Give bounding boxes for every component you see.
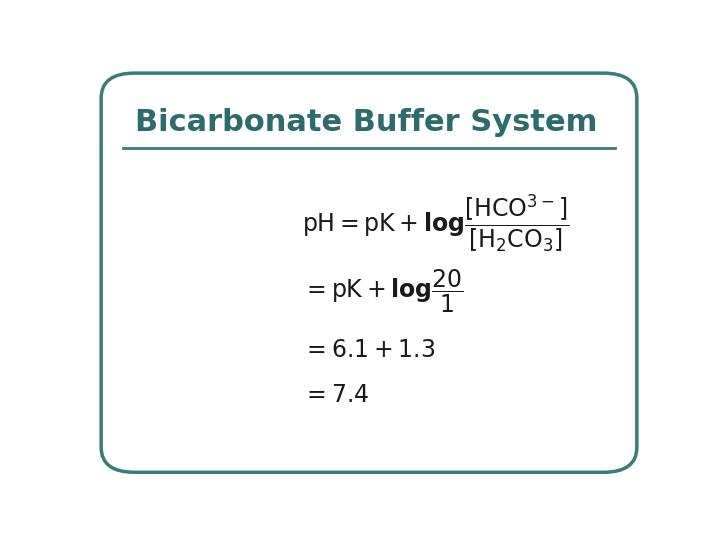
Text: $= 7.4$: $= 7.4$	[302, 383, 369, 407]
Text: $= 6.1 + 1.3$: $= 6.1 + 1.3$	[302, 338, 436, 362]
Text: Bicarbonate Buffer System: Bicarbonate Buffer System	[135, 109, 597, 138]
FancyBboxPatch shape	[101, 73, 637, 472]
Text: $\mathrm{pH} = \mathrm{pK} + \mathbf{log} \dfrac{[\mathrm{HCO}^{3-}]}{[\mathrm{H: $\mathrm{pH} = \mathrm{pK} + \mathbf{log…	[302, 192, 570, 254]
Text: $= \mathrm{pK} + \mathbf{log} \dfrac{20}{1}$: $= \mathrm{pK} + \mathbf{log} \dfrac{20}…	[302, 268, 464, 315]
